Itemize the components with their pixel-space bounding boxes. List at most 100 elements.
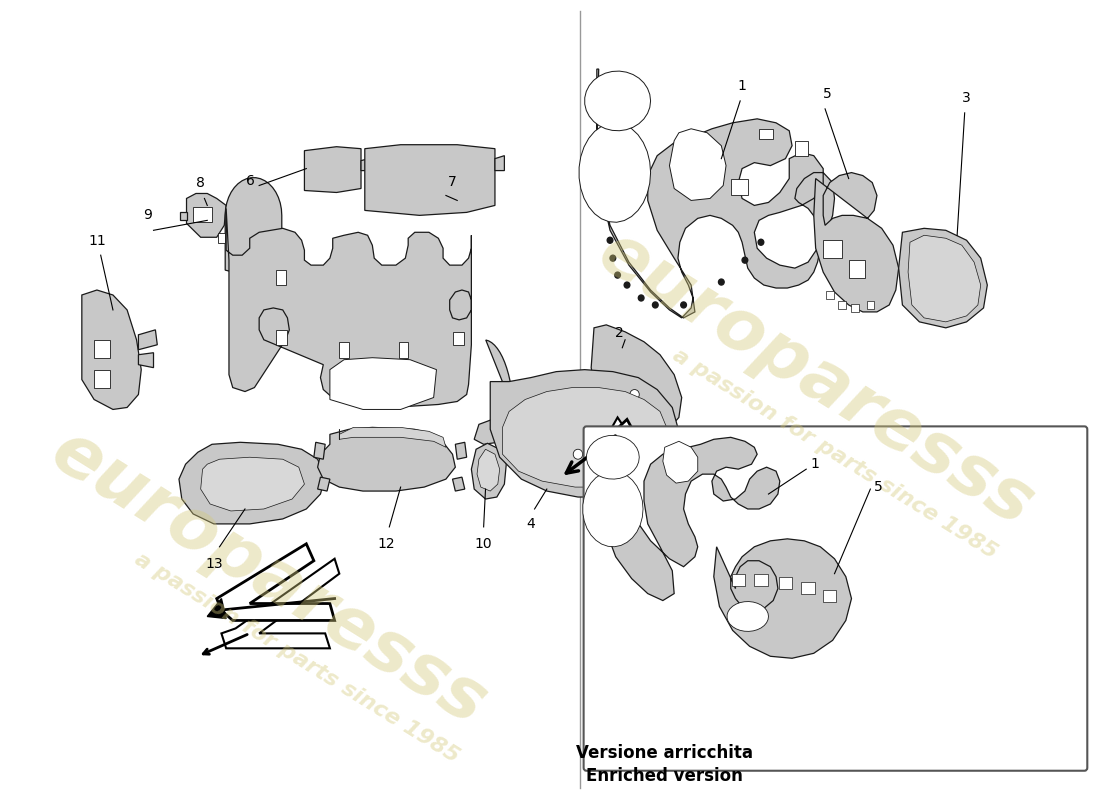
Polygon shape xyxy=(452,332,464,345)
Polygon shape xyxy=(849,260,865,278)
Text: 2: 2 xyxy=(615,326,624,340)
Polygon shape xyxy=(365,145,495,215)
Polygon shape xyxy=(584,464,650,507)
Polygon shape xyxy=(218,234,226,243)
Bar xyxy=(867,301,875,309)
Polygon shape xyxy=(591,325,682,438)
Text: 12: 12 xyxy=(377,537,395,551)
Polygon shape xyxy=(474,340,519,444)
Bar xyxy=(755,574,768,586)
Polygon shape xyxy=(491,370,679,497)
Bar xyxy=(823,590,836,602)
Polygon shape xyxy=(330,358,437,410)
Polygon shape xyxy=(194,207,212,222)
Text: 4: 4 xyxy=(527,517,536,531)
Polygon shape xyxy=(217,544,334,621)
Polygon shape xyxy=(276,270,286,285)
Polygon shape xyxy=(503,387,667,487)
Polygon shape xyxy=(579,123,650,222)
Polygon shape xyxy=(277,235,289,250)
Circle shape xyxy=(610,255,616,261)
Polygon shape xyxy=(823,240,843,258)
Polygon shape xyxy=(207,598,227,618)
Polygon shape xyxy=(587,418,641,487)
Polygon shape xyxy=(139,330,157,350)
Text: 8: 8 xyxy=(196,177,205,190)
Bar xyxy=(802,582,815,594)
Circle shape xyxy=(638,295,644,301)
Text: 6: 6 xyxy=(245,174,254,187)
Polygon shape xyxy=(663,442,697,483)
Polygon shape xyxy=(598,438,780,601)
Text: a passion for parts since 1985: a passion for parts since 1985 xyxy=(669,346,1000,563)
Bar xyxy=(732,574,745,586)
Circle shape xyxy=(615,272,620,278)
Polygon shape xyxy=(495,156,505,170)
Polygon shape xyxy=(180,212,187,220)
Polygon shape xyxy=(730,178,748,195)
Polygon shape xyxy=(584,419,656,474)
Polygon shape xyxy=(714,539,851,658)
Polygon shape xyxy=(339,427,446,447)
Text: 1: 1 xyxy=(811,457,819,471)
Polygon shape xyxy=(361,158,368,170)
Polygon shape xyxy=(398,342,408,358)
Polygon shape xyxy=(670,129,726,201)
FancyBboxPatch shape xyxy=(584,426,1087,770)
Polygon shape xyxy=(585,71,650,130)
Circle shape xyxy=(630,390,639,399)
Polygon shape xyxy=(727,602,769,631)
Text: Versione arricchita: Versione arricchita xyxy=(576,744,754,762)
Text: 5: 5 xyxy=(874,480,883,494)
Polygon shape xyxy=(455,442,466,459)
Polygon shape xyxy=(95,340,110,358)
Circle shape xyxy=(607,238,613,243)
Circle shape xyxy=(573,450,583,459)
Text: 3: 3 xyxy=(962,91,971,105)
Polygon shape xyxy=(477,450,499,491)
Polygon shape xyxy=(583,471,643,546)
Text: 1: 1 xyxy=(738,79,747,93)
Polygon shape xyxy=(318,477,330,491)
Polygon shape xyxy=(139,353,154,368)
Polygon shape xyxy=(95,370,110,387)
Polygon shape xyxy=(759,129,773,138)
Circle shape xyxy=(742,257,748,263)
Circle shape xyxy=(718,279,724,285)
Polygon shape xyxy=(909,235,981,322)
Polygon shape xyxy=(227,209,472,407)
Bar xyxy=(779,577,792,589)
Polygon shape xyxy=(472,443,506,499)
Bar xyxy=(826,291,834,299)
Text: europaresss: europaresss xyxy=(39,417,498,740)
Polygon shape xyxy=(81,290,141,410)
Text: 10: 10 xyxy=(475,537,493,551)
Polygon shape xyxy=(339,342,349,358)
Polygon shape xyxy=(305,146,361,193)
Polygon shape xyxy=(795,141,808,156)
Text: 7: 7 xyxy=(448,174,456,189)
Circle shape xyxy=(624,282,630,288)
Polygon shape xyxy=(200,458,305,511)
Polygon shape xyxy=(179,442,326,524)
Polygon shape xyxy=(318,427,455,491)
Polygon shape xyxy=(586,435,639,479)
Polygon shape xyxy=(226,178,282,277)
Polygon shape xyxy=(452,477,465,491)
Text: 13: 13 xyxy=(205,557,222,570)
Text: Enriched version: Enriched version xyxy=(586,766,744,785)
Circle shape xyxy=(652,302,658,308)
Text: 9: 9 xyxy=(143,208,152,222)
Polygon shape xyxy=(814,173,899,312)
Text: a passion for parts since 1985: a passion for parts since 1985 xyxy=(131,550,463,767)
Polygon shape xyxy=(899,228,988,328)
Bar xyxy=(851,304,859,312)
Polygon shape xyxy=(597,69,835,318)
Polygon shape xyxy=(187,194,227,238)
Polygon shape xyxy=(221,558,339,648)
Circle shape xyxy=(758,239,763,246)
Text: 11: 11 xyxy=(88,234,106,248)
Bar xyxy=(838,301,846,309)
Polygon shape xyxy=(314,442,326,459)
Circle shape xyxy=(681,302,686,308)
